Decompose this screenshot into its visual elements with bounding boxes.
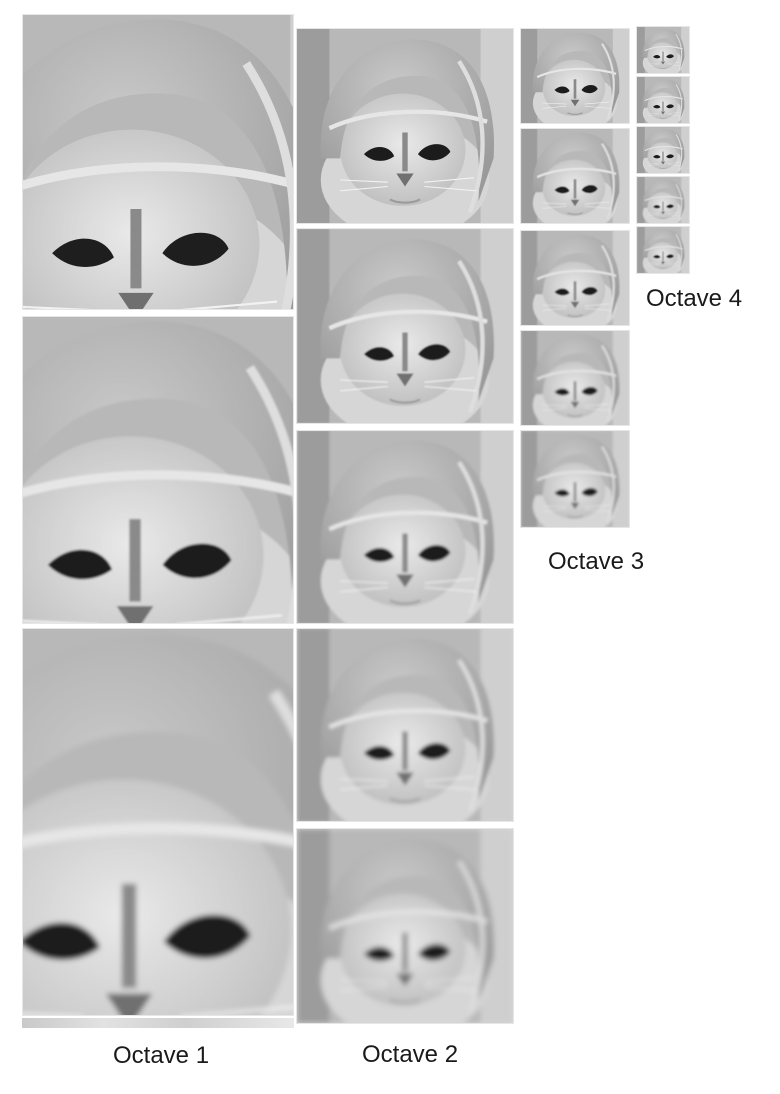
octave-3-scale-4-image [520,330,630,426]
octave-3-label: Octave 3 [548,548,645,575]
octave-2-scale-1-image [296,28,514,224]
octave-2-scale-2-image [296,228,514,424]
cat-image [297,29,513,223]
octave-1-scale-1-image [22,14,294,310]
cat-image [521,231,629,325]
octave-3-scale-1-image [520,28,630,124]
cat-image [521,431,629,527]
octave-4-scale-4-image [636,176,690,224]
cat-image [23,317,293,623]
cat-image [23,629,293,1015]
octave-4-scale-2-image [636,76,690,124]
cat-image [637,227,689,273]
cat-image [297,629,513,821]
cat-image [297,431,513,623]
octave-1-bottom-strip [22,1018,294,1028]
octave-1-scale-2-image [22,316,294,624]
octave-2-label: Octave 2 [362,1041,459,1068]
octave-4-scale-5-image [636,226,690,274]
octave-4-scale-3-image [636,126,690,174]
octave-4-scale-1-image [636,26,690,74]
octave-4-label: Octave 4 [646,285,743,312]
cat-image [637,127,689,173]
octave-1-scale-3-image [22,628,294,1016]
cat-image [637,177,689,223]
cat-image [521,29,629,123]
octave-3-scale-5-image [520,430,630,528]
octave-3-scale-3-image [520,230,630,326]
cat-image [637,27,689,73]
cat-image [297,829,513,1023]
cat-image [23,15,293,309]
cat-image [521,129,629,223]
octave-2-scale-4-image [296,628,514,822]
cat-image [297,229,513,423]
cat-image [637,77,689,123]
octave-2-scale-3-image [296,430,514,624]
octave-2-scale-5-image [296,828,514,1024]
octave-3-scale-2-image [520,128,630,224]
octave-1-label: Octave 1 [113,1042,210,1069]
cat-image [521,331,629,425]
